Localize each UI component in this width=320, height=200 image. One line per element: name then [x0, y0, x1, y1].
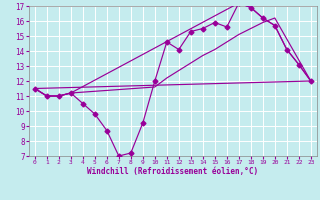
X-axis label: Windchill (Refroidissement éolien,°C): Windchill (Refroidissement éolien,°C) — [87, 167, 258, 176]
